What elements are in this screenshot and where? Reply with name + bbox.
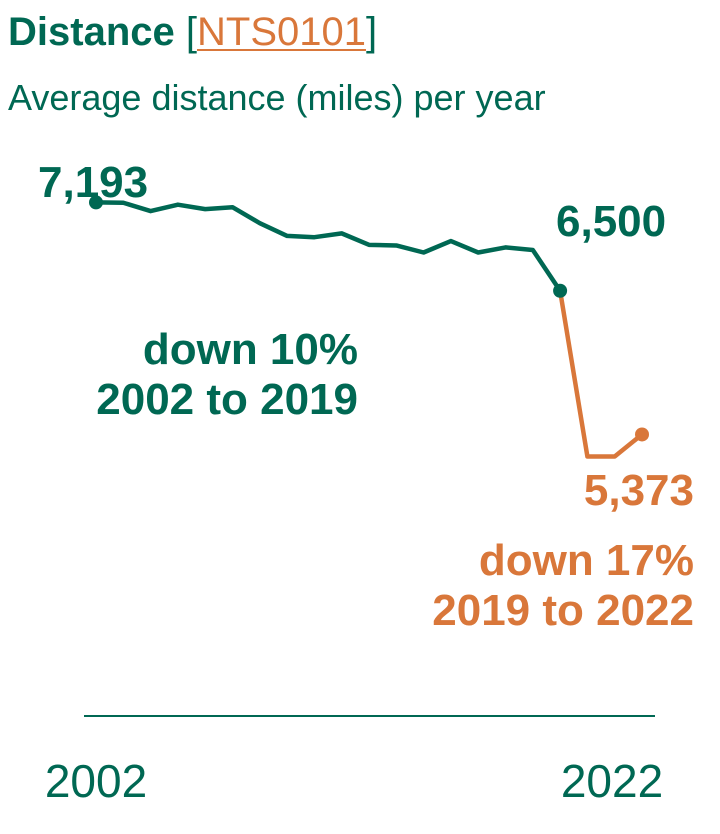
title-bracket-open: [ [185, 10, 197, 54]
change-annotation-line: down 17% [479, 536, 694, 585]
series-line-1 [93, 200, 563, 293]
change-annotation-line: 2019 to 2022 [432, 586, 694, 635]
point-value-label: 7,193 [38, 158, 148, 207]
point-marker-1 [89, 195, 103, 210]
series-line-2 [557, 288, 645, 459]
chart-subtitle: Average distance (miles) per year [8, 77, 546, 118]
title-main: Distance [8, 10, 175, 54]
point-marker-2 [553, 283, 568, 298]
x-tick-label: 2002 [45, 755, 147, 807]
title-bracket-close: ] [365, 10, 378, 54]
point-marker-3 [635, 427, 649, 442]
change-annotation-line: down 10% [143, 325, 358, 374]
point-value-label: 5,373 [584, 466, 694, 515]
table-reference-link[interactable]: NTS0101 [197, 10, 366, 54]
x-tick-label: 2022 [561, 755, 663, 807]
chart-title: Distance [NTS0101] [8, 8, 377, 56]
change-annotation-line: 2002 to 2019 [96, 375, 358, 424]
point-value-label: 6,500 [556, 197, 666, 246]
